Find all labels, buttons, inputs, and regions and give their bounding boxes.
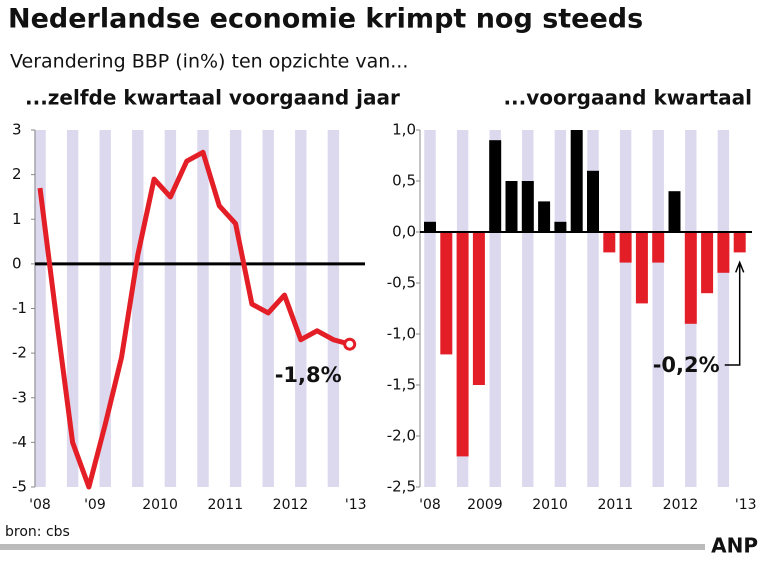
y-tick-label: -2 xyxy=(12,344,27,362)
x-tick-label: 2009 xyxy=(467,497,503,513)
y-tick-label: 1,0 xyxy=(392,121,416,139)
y-tick-label: -3 xyxy=(12,388,27,406)
arrow-head xyxy=(735,260,745,273)
y-tick-label: -1,5 xyxy=(387,376,416,394)
stripe xyxy=(587,130,599,487)
bar xyxy=(554,221,567,232)
stripe xyxy=(554,130,567,487)
stripe xyxy=(489,130,501,487)
y-tick-label: -2,0 xyxy=(387,427,416,445)
stripe xyxy=(66,130,79,487)
x-tick-label: 2011 xyxy=(597,497,633,513)
stripe xyxy=(164,130,177,487)
right-panel-title: ...voorgaand kwartaal xyxy=(503,86,752,110)
stripe xyxy=(132,130,144,487)
y-tick-label: 3 xyxy=(12,121,22,139)
bar xyxy=(701,232,714,294)
logo: ANP xyxy=(711,534,758,558)
bar xyxy=(440,232,453,355)
y-tick-label: -4 xyxy=(12,433,27,451)
line xyxy=(37,149,351,490)
x-tick-label: 2010 xyxy=(532,497,568,513)
stripe xyxy=(34,130,46,487)
x-tick-label: 2012 xyxy=(663,497,699,513)
stripe xyxy=(619,130,632,487)
bar xyxy=(521,181,534,232)
stripe xyxy=(262,130,274,487)
stripe xyxy=(197,130,209,487)
stripe xyxy=(717,130,730,487)
x-tick-label: 2012 xyxy=(273,497,309,513)
bar xyxy=(472,232,485,385)
bar xyxy=(587,170,599,232)
bar xyxy=(652,232,665,263)
x-tick-label: '13 xyxy=(735,497,757,513)
x-tick-label: '09 xyxy=(84,497,106,513)
x-tick-label: '08 xyxy=(419,497,441,513)
bar xyxy=(668,191,681,232)
stripe xyxy=(652,130,664,487)
bar xyxy=(570,130,583,232)
y-tick-label: 0,0 xyxy=(392,223,416,241)
bar xyxy=(717,232,730,273)
annotation: -1,8% xyxy=(275,363,342,387)
bar xyxy=(456,232,469,457)
end-point xyxy=(343,337,357,351)
arrow xyxy=(724,264,741,366)
bar xyxy=(489,140,502,232)
bar xyxy=(619,232,632,263)
bar xyxy=(603,232,616,253)
x-tick-label: '08 xyxy=(29,497,51,513)
stripe xyxy=(99,130,111,487)
stripe xyxy=(424,130,436,487)
bar xyxy=(424,221,436,232)
subtitle: Verandering BBP (in%) ten opzichte van..… xyxy=(10,51,408,73)
y-tick-label: -1,0 xyxy=(387,325,416,343)
x-tick-label: 2010 xyxy=(142,497,178,513)
bar xyxy=(538,201,551,232)
y-tick-label: -2,5 xyxy=(387,478,416,496)
y-tick-label: -0,5 xyxy=(387,274,416,292)
bar xyxy=(733,232,746,253)
footer-bar xyxy=(0,544,705,550)
y-tick-label: 2 xyxy=(12,165,22,183)
y-tick-label: -5 xyxy=(12,478,27,496)
stripe xyxy=(522,130,534,487)
y-tick-label: 0,5 xyxy=(392,172,416,190)
x-tick-label: '13 xyxy=(345,497,367,513)
source: bron: cbs xyxy=(5,524,70,540)
y-tick-label: -1 xyxy=(12,299,27,317)
left-panel-title: ...zelfde kwartaal voorgaand jaar xyxy=(25,86,400,110)
y-tick-label: 1 xyxy=(12,210,22,228)
bar xyxy=(684,232,697,324)
stripe xyxy=(229,130,242,487)
annotation: -0,2% xyxy=(653,353,720,377)
stripe xyxy=(295,130,307,487)
bar xyxy=(505,181,518,232)
x-tick-label: 2011 xyxy=(207,497,243,513)
title: Nederlandse economie krimpt nog steeds xyxy=(8,4,643,35)
bar xyxy=(635,232,648,304)
stripe xyxy=(327,130,340,487)
y-tick-label: 0 xyxy=(12,254,22,272)
